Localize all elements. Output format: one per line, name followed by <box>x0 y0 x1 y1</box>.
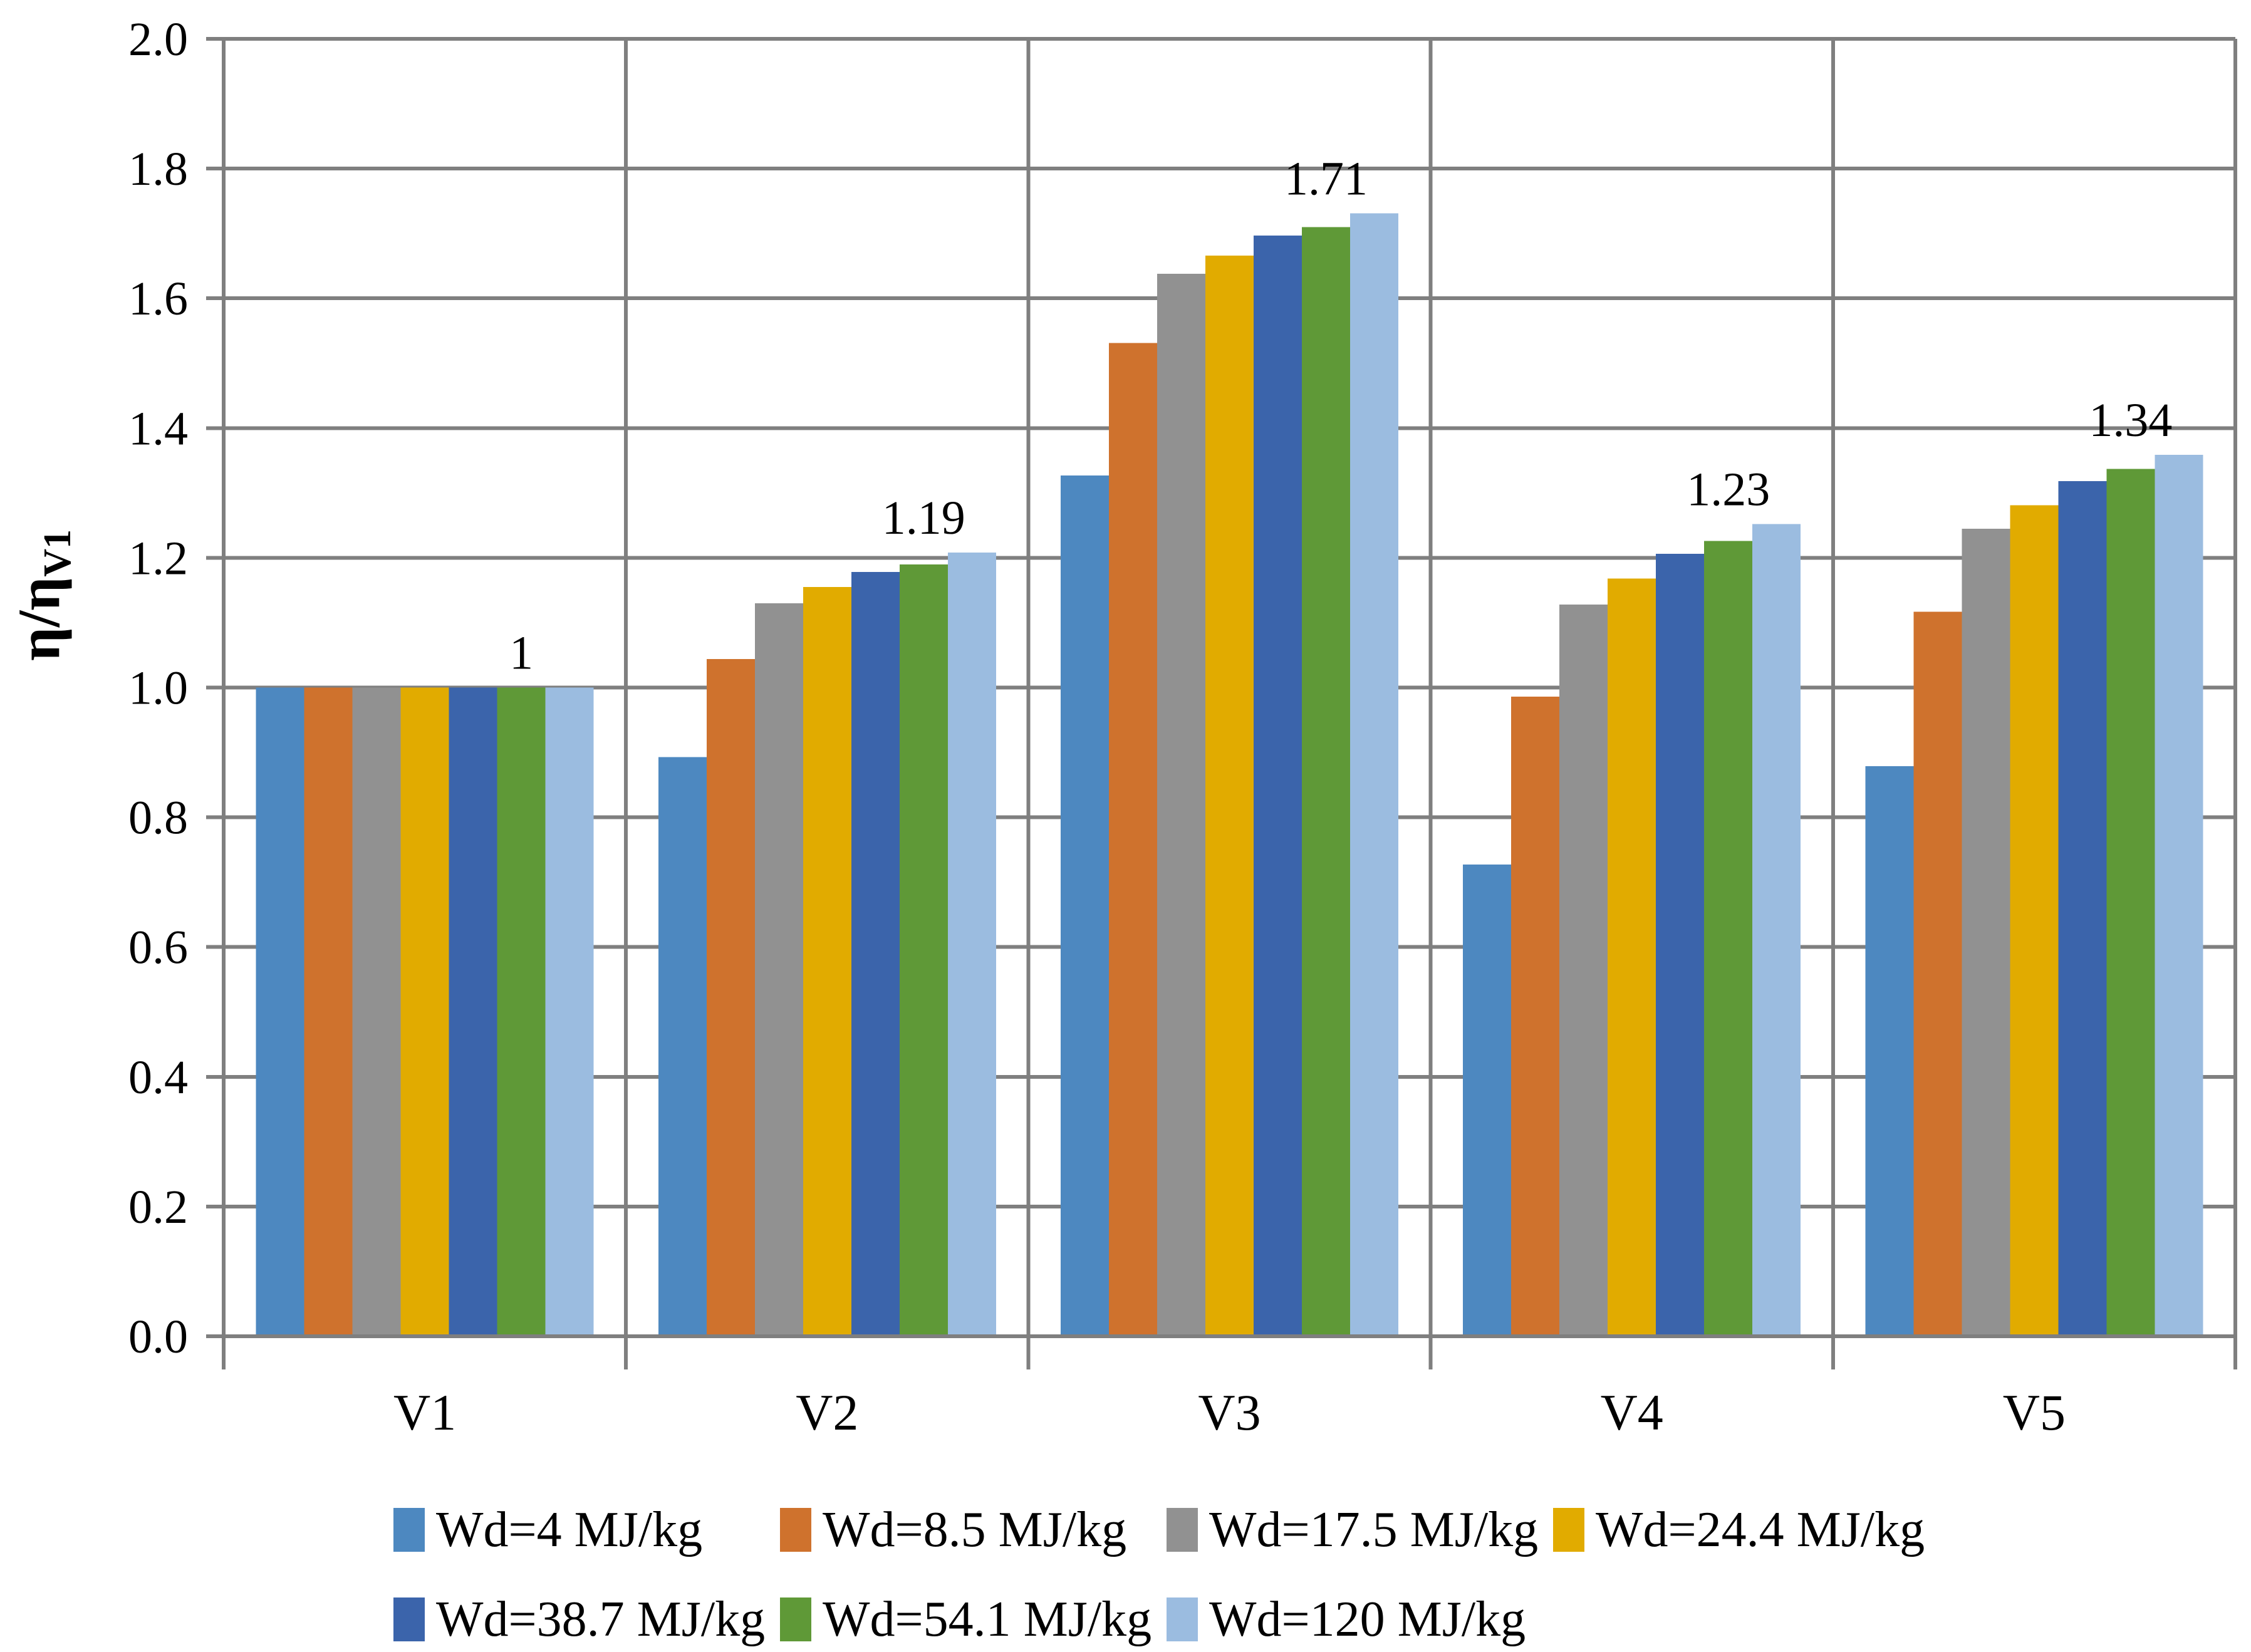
y-tick-label: 0.4 <box>128 1051 188 1104</box>
bar-V4-series2 <box>1511 696 1560 1336</box>
bar-V5-series2 <box>1913 611 1962 1337</box>
bar-V1-series7 <box>545 687 594 1336</box>
x-category-label: V4 <box>1601 1384 1663 1441</box>
bar-V4-series6 <box>1704 541 1753 1336</box>
data-label: 1.34 <box>2089 394 2172 447</box>
bar-V2-series2 <box>706 658 755 1336</box>
data-label: 1.19 <box>882 492 965 544</box>
bar-V1-series2 <box>304 687 353 1336</box>
bar-V2-series1 <box>658 757 707 1336</box>
y-tick-label: 0.2 <box>128 1181 188 1234</box>
y-tick-label: 1.8 <box>128 143 188 195</box>
y-tick-label: 2.0 <box>128 13 188 66</box>
x-category-label: V3 <box>1198 1384 1261 1441</box>
bar-V3-series3 <box>1157 273 1205 1336</box>
x-category-label: V5 <box>2003 1384 2066 1441</box>
bar-V3-series2 <box>1109 343 1157 1337</box>
bar-V1-series5 <box>449 687 497 1336</box>
y-tick-label: 1.6 <box>128 273 188 325</box>
bar-V1-series6 <box>497 687 546 1336</box>
bar-V1-series3 <box>352 687 401 1336</box>
bar-V1-series1 <box>256 687 304 1336</box>
bar-V1-series4 <box>400 687 449 1336</box>
bar-V3-series6 <box>1302 227 1350 1336</box>
bar-V5-series6 <box>2106 469 2155 1336</box>
y-tick-label: 0.0 <box>128 1311 188 1363</box>
bar-V4-series7 <box>1752 524 1801 1337</box>
bar-V4-series5 <box>1656 554 1705 1336</box>
bar-V2-series3 <box>754 603 803 1336</box>
data-label: 1 <box>509 627 533 680</box>
bar-V3-series4 <box>1205 255 1254 1337</box>
data-label: 1.71 <box>1284 153 1368 205</box>
bar-V2-series5 <box>851 572 900 1336</box>
bar-V5-series1 <box>1865 766 1914 1336</box>
x-category-label: V1 <box>393 1384 456 1441</box>
x-category-label: V2 <box>796 1384 858 1441</box>
y-tick-label: 0.8 <box>128 792 188 844</box>
bar-V4-series1 <box>1463 865 1512 1336</box>
y-tick-label: 0.6 <box>128 922 188 974</box>
bar-V5-series7 <box>2155 454 2203 1336</box>
bar-V2-series6 <box>899 564 948 1336</box>
bar-V4-series4 <box>1608 578 1656 1336</box>
bar-V2-series7 <box>947 553 996 1337</box>
bar-V5-series4 <box>2010 505 2059 1337</box>
data-label: 1.23 <box>1687 464 1770 516</box>
y-tick-label: 1.4 <box>128 402 188 455</box>
bar-V5-series5 <box>2058 481 2107 1337</box>
y-tick-label: 1.0 <box>128 662 188 715</box>
bar-V3-series1 <box>1061 475 1109 1336</box>
bar-V4-series3 <box>1559 604 1608 1336</box>
bar-V3-series5 <box>1254 235 1302 1337</box>
bar-V5-series3 <box>1962 528 2010 1336</box>
bar-V3-series7 <box>1350 213 1398 1336</box>
y-tick-label: 1.2 <box>128 532 188 584</box>
bar-V2-series4 <box>803 586 851 1336</box>
